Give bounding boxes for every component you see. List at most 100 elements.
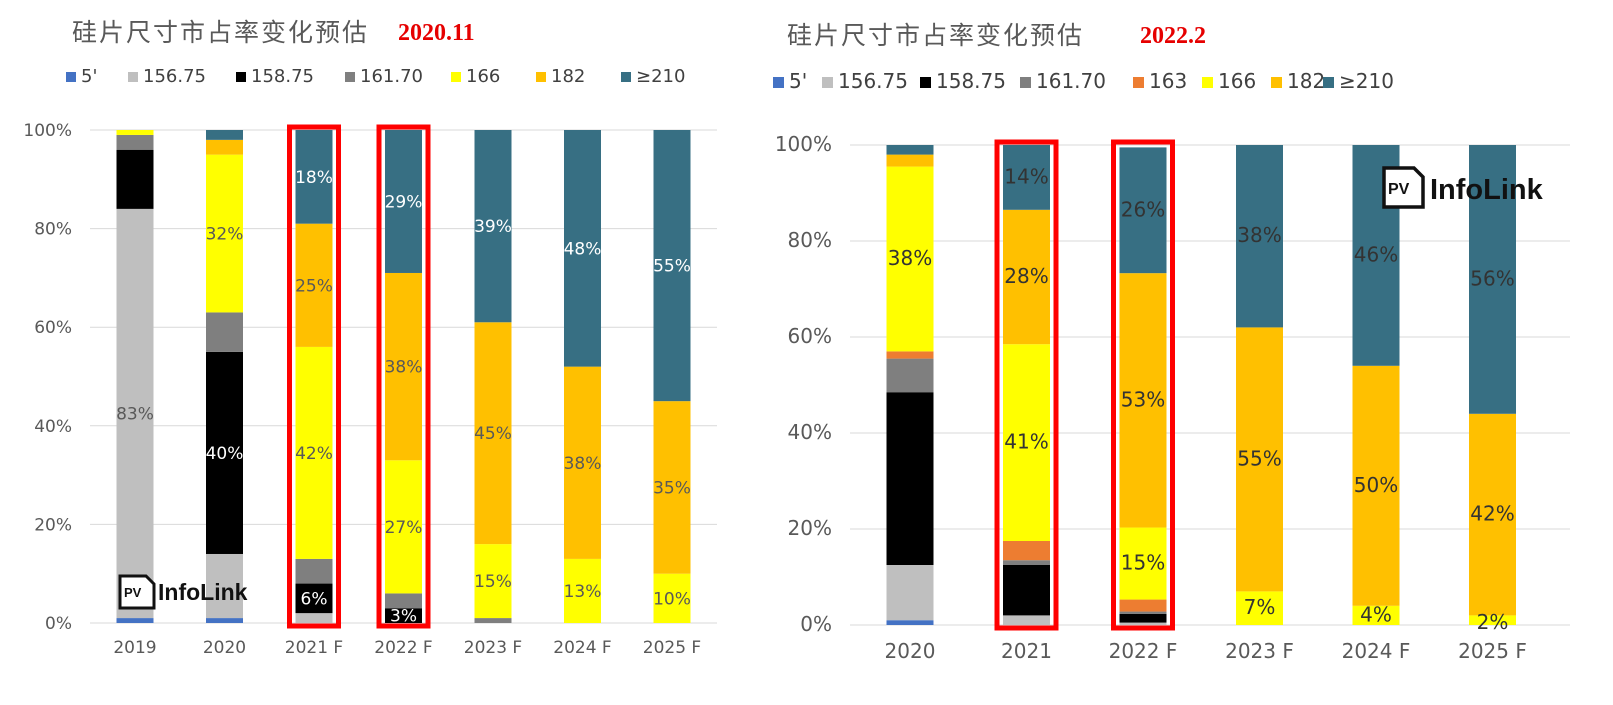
bar-2020-ge210 xyxy=(206,130,243,140)
bar-2019-156-75 xyxy=(116,208,154,619)
bar-2023-f-182 xyxy=(1236,327,1283,592)
data-label-2023-f-182: 55% xyxy=(1237,446,1281,470)
bar-2020-163 xyxy=(886,351,934,359)
data-label-2021-f-182: 25% xyxy=(295,276,333,296)
legend-label-ge210: ≥210 xyxy=(1339,69,1394,93)
bar-2019-158-75 xyxy=(116,149,154,209)
bar-2021-f-182 xyxy=(295,223,333,347)
legend-swatch-161-70 xyxy=(345,72,355,82)
bar-2020-161-70 xyxy=(206,312,243,352)
data-label-2021-f-166: 42% xyxy=(295,444,333,464)
legend-label-161-70: 161.70 xyxy=(360,66,423,87)
right-chart-date: 2022.2 xyxy=(1140,23,1206,49)
bar-2022-f-161-70 xyxy=(1119,611,1167,614)
bar-2020-182 xyxy=(886,154,934,167)
data-label-2025-f-166: 10% xyxy=(653,589,691,609)
legend-label-5in: 5' xyxy=(81,66,97,87)
bar-2022-f-182 xyxy=(1119,273,1167,528)
bar-2022-f-166 xyxy=(385,460,422,594)
bar-2020-182 xyxy=(206,139,243,155)
x-tick-label: 2022 F xyxy=(374,638,432,658)
logo-brand-text: InfoLink xyxy=(1430,174,1544,206)
bar-2022-f-163 xyxy=(1119,599,1167,612)
highlight-box-2022-f xyxy=(376,124,431,629)
y-tick-label: 20% xyxy=(34,515,72,535)
pv-logo-icon xyxy=(1382,166,1425,209)
x-tick-label: 2025 F xyxy=(643,638,701,658)
data-label-2022-f-158-75: 3% xyxy=(390,607,417,627)
legend-swatch-163 xyxy=(1133,77,1144,88)
legend-swatch-166 xyxy=(451,72,461,82)
data-label-2020-158-75: 40% xyxy=(206,444,244,464)
legend-label-182: 182 xyxy=(1287,69,1325,93)
left-chart-title: 硅片尺寸市占率变化预估 xyxy=(72,18,369,47)
bar-2020-5in xyxy=(206,618,243,623)
data-label-2020-166: 38% xyxy=(888,246,932,270)
logo-pv-text: PV xyxy=(1388,181,1410,198)
bar-2020-166 xyxy=(886,166,934,352)
x-tick-label: 2020 xyxy=(885,639,936,663)
legend-swatch-182 xyxy=(536,72,546,82)
bar-2021-f-ge210 xyxy=(295,130,333,224)
bar-2022-f-182 xyxy=(385,272,422,461)
data-label-2024-f-ge210: 46% xyxy=(1354,242,1398,266)
y-tick-label: 100% xyxy=(23,121,72,141)
bar-2023-f-ge210 xyxy=(1236,145,1283,328)
data-label-2025-f-ge210: 55% xyxy=(653,257,691,277)
bar-2020-161-70 xyxy=(886,358,934,393)
bar-2020-ge210 xyxy=(886,145,934,155)
y-tick-label: 20% xyxy=(788,516,832,540)
bar-2021-ge210 xyxy=(1003,145,1050,210)
legend-label-5in: 5' xyxy=(789,69,807,93)
legend-swatch-166 xyxy=(1202,77,1213,88)
bar-2021-f-166 xyxy=(295,346,333,559)
x-tick-label: 2023 F xyxy=(464,638,522,658)
bar-2020-166 xyxy=(206,154,243,313)
data-label-2021-f-ge210: 18% xyxy=(295,168,333,188)
x-tick-label: 2020 xyxy=(203,638,246,658)
bar-2019-161-70 xyxy=(116,134,154,150)
data-label-2024-f-182: 38% xyxy=(564,454,602,474)
legend-swatch-5in xyxy=(773,77,784,88)
bar-2024-f-166 xyxy=(564,558,601,623)
bar-2022-f-166 xyxy=(1119,527,1167,600)
highlight-box-2021 xyxy=(994,139,1059,631)
data-label-2025-f-182: 35% xyxy=(653,478,691,498)
data-label-2025-f-182: 42% xyxy=(1470,502,1514,526)
legend-swatch-158-75 xyxy=(920,77,931,88)
bar-2022-f-ge210 xyxy=(385,130,422,273)
y-tick-label: 80% xyxy=(788,228,832,252)
x-tick-label: 2024 F xyxy=(1342,639,1411,663)
bar-2025-f-166 xyxy=(1469,615,1516,625)
y-tick-label: 80% xyxy=(34,220,72,240)
data-label-2023-f-182: 45% xyxy=(474,424,512,444)
highlight-box-2022-f xyxy=(1111,139,1175,631)
legend-swatch-161-70 xyxy=(1020,77,1031,88)
bar-2022-f-158-75 xyxy=(1119,613,1167,623)
bar-2022-f-ge210 xyxy=(1119,147,1167,274)
data-label-2022-f-ge210: 29% xyxy=(385,192,423,212)
bar-2020-156-75 xyxy=(886,565,934,621)
data-label-2024-f-166: 13% xyxy=(564,582,602,602)
legend-label-156-75: 156.75 xyxy=(838,69,908,93)
bar-2022-f-161-70 xyxy=(385,593,422,609)
y-tick-label: 40% xyxy=(34,417,72,437)
bar-2024-f-166 xyxy=(1352,605,1400,625)
bar-2024-f-ge210 xyxy=(564,130,601,367)
y-tick-label: 60% xyxy=(788,324,832,348)
bar-2021-166 xyxy=(1003,344,1050,541)
pv-logo-icon xyxy=(118,574,156,610)
bar-2021-f-156-75 xyxy=(295,613,333,623)
bar-2022-f-158-75 xyxy=(385,608,422,623)
data-label-2025-f-166: 2% xyxy=(1477,610,1509,634)
bar-2019-5in xyxy=(116,618,154,623)
x-tick-label: 2022 F xyxy=(1109,639,1178,663)
bar-2025-f-ge210 xyxy=(1469,145,1516,414)
x-tick-label: 2021 xyxy=(1001,639,1052,663)
data-label-2024-f-166: 4% xyxy=(1360,602,1392,626)
bar-2025-f-166 xyxy=(653,573,691,623)
bar-2019-166 xyxy=(116,130,154,135)
bar-2020-156-75 xyxy=(206,553,243,619)
bar-2021-156-75 xyxy=(1003,615,1050,625)
left-chart: 5' 156.75 158.75 161.70 166 182 ≥210 0% 20% 40% 60… xyxy=(23,66,717,658)
